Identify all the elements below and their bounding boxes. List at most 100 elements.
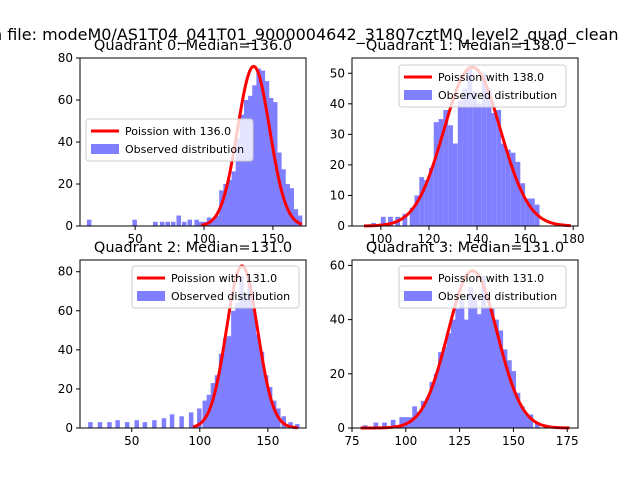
histogram-bar xyxy=(455,308,461,428)
y-tick-label: 60 xyxy=(58,304,73,318)
legend-fit-label: Poission with 131.0 xyxy=(438,272,544,285)
x-tick-label: 125 xyxy=(448,434,471,448)
legend-hist-swatch xyxy=(404,291,432,301)
legend-box xyxy=(131,265,300,309)
histogram-bar xyxy=(256,68,261,226)
histogram-bar xyxy=(491,112,497,226)
histogram-bar xyxy=(247,283,252,428)
histogram-bar xyxy=(223,184,228,226)
histogram-bar xyxy=(477,103,482,226)
y-tick-label: 0 xyxy=(65,421,73,435)
x-tick-label: 120 xyxy=(417,232,440,246)
histogram-bar xyxy=(399,417,405,428)
legend-fit-label: Poission with 131.0 xyxy=(171,272,277,285)
histogram-bar xyxy=(227,336,232,428)
histogram-bar xyxy=(222,338,228,428)
histogram-bar xyxy=(481,73,487,226)
histogram-bar xyxy=(289,188,295,226)
histogram-bar xyxy=(502,349,508,428)
histogram-bar xyxy=(463,319,469,428)
histogram-bar xyxy=(297,215,303,226)
y-tick-label: 20 xyxy=(330,158,345,172)
x-tick-label: 75 xyxy=(344,434,359,448)
histogram-bar xyxy=(496,109,502,226)
legend-hist-label: Observed distribution xyxy=(125,143,244,156)
histogram-bar xyxy=(295,424,300,428)
histogram-bar xyxy=(380,216,386,226)
histogram-bar xyxy=(506,360,512,428)
histogram-bar xyxy=(179,416,184,428)
legend: Poission with 136.0 Observed distribution xyxy=(85,118,254,162)
histogram-bar xyxy=(425,398,430,428)
histogram-bar xyxy=(176,215,182,226)
histogram-bar xyxy=(170,221,176,226)
histogram-bar xyxy=(218,353,224,428)
histogram-bar xyxy=(188,412,194,428)
histogram-bar xyxy=(187,219,193,226)
histogram-bar xyxy=(481,276,486,428)
histogram-bar xyxy=(534,422,540,428)
histogram-bar xyxy=(231,171,237,226)
histogram-bar xyxy=(215,215,220,226)
histogram-bar xyxy=(165,221,170,226)
legend: Poission with 131.0 Observed distribution xyxy=(398,265,567,309)
histogram-bar xyxy=(243,100,249,226)
histogram-bar xyxy=(181,221,187,226)
x-tick-label: 100 xyxy=(394,434,417,448)
histogram-bar xyxy=(169,414,175,428)
y-tick-label: 20 xyxy=(58,382,73,396)
histogram-bar xyxy=(267,386,273,428)
y-tick-label: 50 xyxy=(330,66,345,80)
x-tick-label: 140 xyxy=(466,232,489,246)
histogram-bar xyxy=(510,152,516,226)
histogram-bar xyxy=(524,414,529,428)
histogram-bar xyxy=(462,88,468,226)
histogram-bar xyxy=(214,375,220,428)
histogram-bar xyxy=(409,207,415,226)
histogram-bar xyxy=(161,418,167,428)
histogram-bar xyxy=(472,91,478,226)
y-tick-label: 80 xyxy=(58,265,73,279)
histogram-bar xyxy=(260,70,266,226)
histogram-bar xyxy=(420,400,426,428)
x-tick-label: 150 xyxy=(261,232,284,246)
x-tick-label: 150 xyxy=(502,434,525,448)
histogram-bar xyxy=(486,88,492,226)
x-tick-label: 100 xyxy=(193,232,216,246)
axes-frame xyxy=(79,259,307,429)
histogram-bar xyxy=(271,400,277,428)
histogram-bar xyxy=(501,143,506,226)
x-tick-label: 50 xyxy=(127,232,142,246)
legend-box xyxy=(398,265,567,309)
histogram-bar xyxy=(373,422,379,428)
histogram-bar xyxy=(198,221,204,226)
y-tick-label: 40 xyxy=(330,97,345,111)
histogram-bar xyxy=(227,179,232,226)
histogram-bar xyxy=(152,420,157,428)
histogram-bar xyxy=(239,114,245,226)
histogram-bar xyxy=(382,422,387,428)
axes-frame xyxy=(351,259,579,429)
histogram-bar xyxy=(468,287,473,428)
histogram-bar xyxy=(428,167,434,226)
histogram-bar xyxy=(452,143,458,226)
histogram-bar xyxy=(443,109,449,226)
histogram-bar xyxy=(472,297,478,428)
histogram-bar xyxy=(259,351,265,428)
histogram-bar xyxy=(505,149,511,226)
x-tick-label: 100 xyxy=(188,434,211,448)
y-tick-label: 40 xyxy=(58,343,73,357)
histogram-bar xyxy=(438,352,443,428)
histogram-bar xyxy=(467,67,473,226)
histogram-bar xyxy=(268,97,274,227)
y-tick-label: 40 xyxy=(58,135,73,149)
histogram-bar xyxy=(388,216,393,226)
histogram-bar xyxy=(448,125,453,226)
x-tick-label: 150 xyxy=(256,434,279,448)
x-tick-label: 160 xyxy=(514,232,537,246)
histogram-bar xyxy=(194,219,199,226)
histogram-bar xyxy=(277,152,282,226)
histogram-bar xyxy=(433,122,439,226)
x-tick-label: 100 xyxy=(369,232,392,246)
